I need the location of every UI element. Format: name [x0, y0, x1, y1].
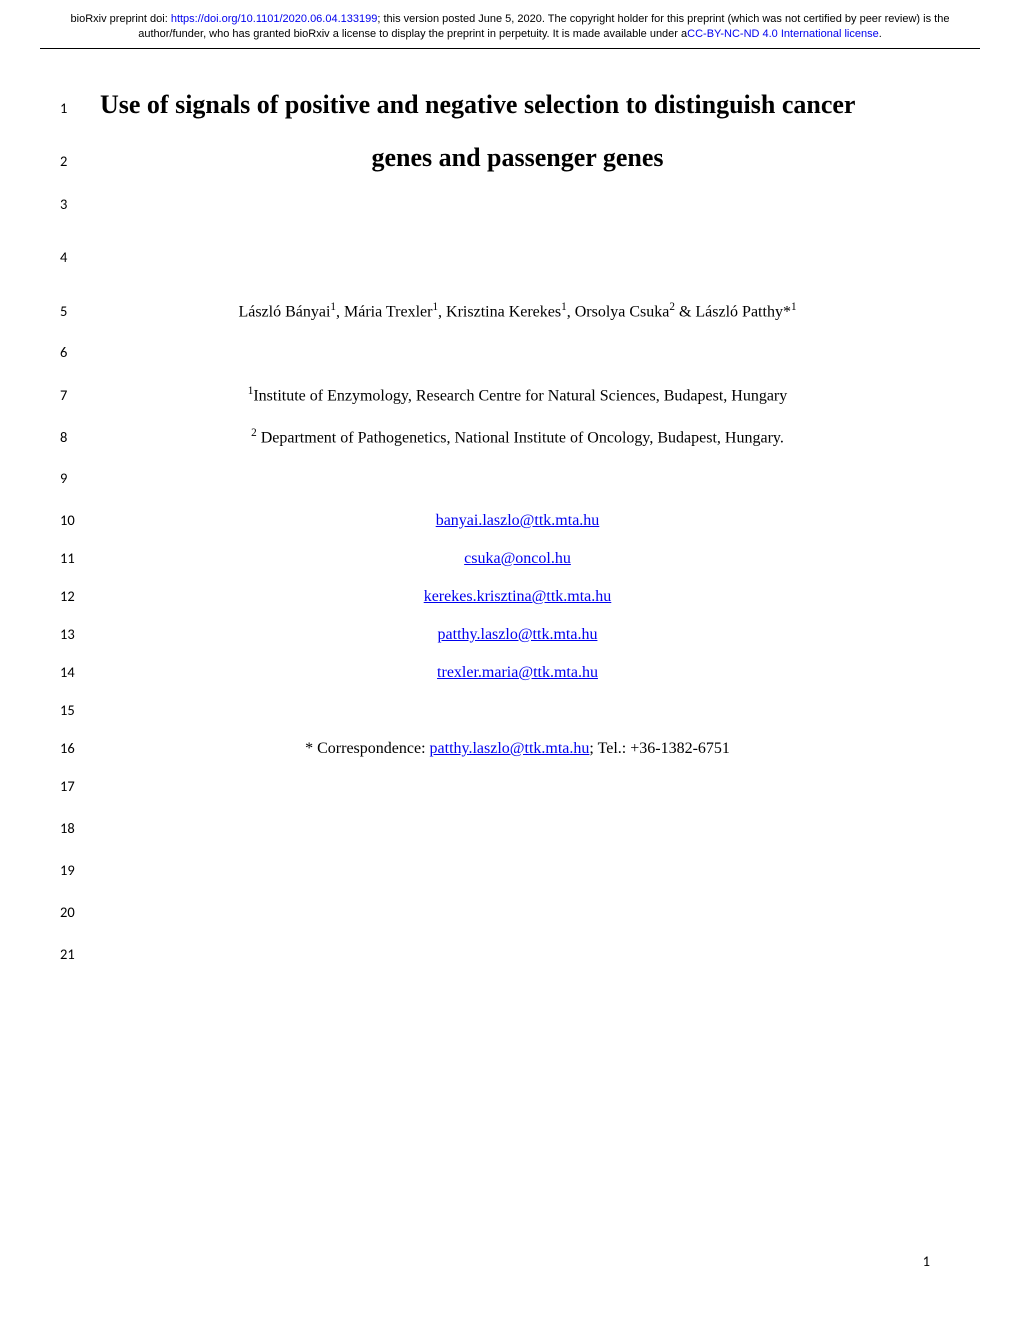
line-15: 15 [60, 701, 940, 739]
line-number: 6 [60, 343, 95, 361]
line-11: 11 csuka@oncol.hu [60, 549, 940, 587]
line-number: 19 [60, 861, 95, 879]
line-number: 8 [60, 428, 95, 446]
line-21: 21 [60, 945, 940, 987]
authors-list: László Bányai1, Mária Trexler1, Krisztin… [95, 301, 940, 321]
email-1[interactable]: banyai.laszlo@ttk.mta.hu [436, 512, 600, 529]
line-19: 19 [60, 861, 940, 903]
line-number: 16 [60, 739, 95, 757]
line-20: 20 [60, 903, 940, 945]
line-16: 16 * Correspondence: patthy.laszlo@ttk.m… [60, 739, 940, 777]
email-5[interactable]: trexler.maria@ttk.mta.hu [437, 664, 598, 681]
line-14: 14 trexler.maria@ttk.mta.hu [60, 663, 940, 701]
line-17: 17 [60, 777, 940, 819]
header-text-end: . [879, 28, 882, 40]
line-number: 14 [60, 663, 95, 681]
license-link[interactable]: CC-BY-NC-ND 4.0 International license [687, 28, 879, 40]
line-number: 10 [60, 511, 95, 529]
line-number: 17 [60, 777, 95, 795]
line-3: 3 [60, 195, 940, 248]
header-text-before: bioRxiv preprint doi: [71, 13, 171, 25]
line-number: 18 [60, 819, 95, 837]
affiliation-1: 1Institute of Enzymology, Research Centr… [95, 385, 940, 405]
line-4: 4 [60, 248, 940, 301]
doi-link[interactable]: https://doi.org/10.1101/2020.06.04.13319… [171, 13, 378, 25]
line-5: 5 László Bányai1, Mária Trexler1, Kriszt… [60, 301, 940, 343]
email-2[interactable]: csuka@oncol.hu [464, 550, 571, 567]
line-number: 4 [60, 248, 95, 266]
line-2: 2 genes and passenger genes [60, 142, 940, 195]
line-number: 1 [60, 99, 95, 117]
page-number: 1 [923, 1252, 930, 1270]
line-number: 15 [60, 701, 95, 719]
line-number: 3 [60, 195, 95, 213]
email-4[interactable]: patthy.laszlo@ttk.mta.hu [438, 626, 598, 643]
line-6: 6 [60, 343, 940, 385]
line-number: 9 [60, 469, 95, 487]
line-number: 12 [60, 587, 95, 605]
correspondence-prefix: * Correspondence: [305, 740, 429, 757]
line-number: 13 [60, 625, 95, 643]
document-content: 1 Use of signals of positive and negativ… [0, 49, 1020, 987]
line-1: 1 Use of signals of positive and negativ… [60, 89, 940, 142]
line-number: 21 [60, 945, 95, 963]
line-7: 7 1Institute of Enzymology, Research Cen… [60, 385, 940, 427]
correspondence-email[interactable]: patthy.laszlo@ttk.mta.hu [430, 740, 590, 757]
line-9: 9 [60, 469, 940, 511]
affiliation-2: 2 Department of Pathogenetics, National … [95, 427, 940, 447]
email-3[interactable]: kerekes.krisztina@ttk.mta.hu [424, 588, 612, 605]
preprint-header: bioRxiv preprint doi: https://doi.org/10… [0, 0, 1020, 48]
line-number: 5 [60, 302, 95, 320]
line-18: 18 [60, 819, 940, 861]
correspondence-line: * Correspondence: patthy.laszlo@ttk.mta.… [95, 740, 940, 758]
line-number: 11 [60, 549, 95, 567]
line-number: 2 [60, 152, 95, 170]
correspondence-suffix: ; Tel.: +36-1382-6751 [589, 740, 729, 757]
title-part-2: genes and passenger genes [95, 142, 940, 173]
line-8: 8 2 Department of Pathogenetics, Nationa… [60, 427, 940, 469]
line-number: 20 [60, 903, 95, 921]
line-13: 13 patthy.laszlo@ttk.mta.hu [60, 625, 940, 663]
line-10: 10 banyai.laszlo@ttk.mta.hu [60, 511, 940, 549]
line-12: 12 kerekes.krisztina@ttk.mta.hu [60, 587, 940, 625]
title-part-1: Use of signals of positive and negative … [95, 89, 940, 120]
line-number: 7 [60, 386, 95, 404]
